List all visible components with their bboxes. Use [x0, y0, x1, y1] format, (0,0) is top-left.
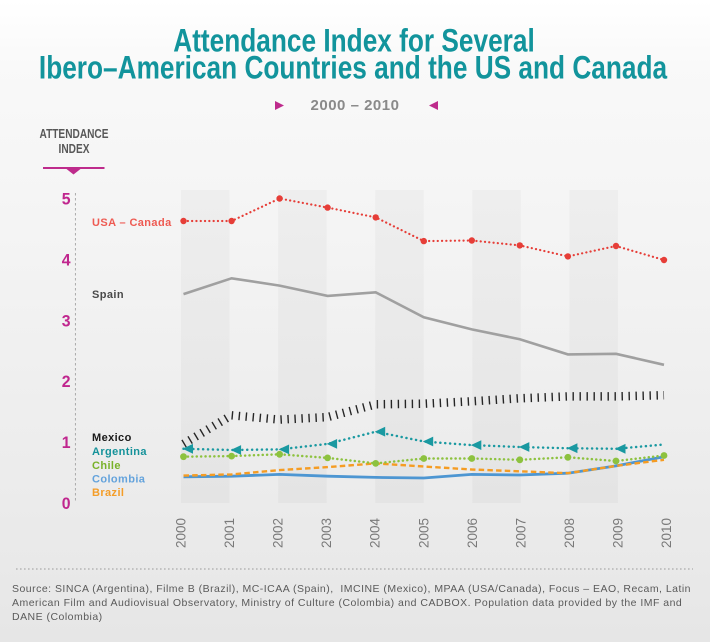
svg-text:Argentina: Argentina: [92, 446, 147, 458]
svg-text:2000: 2000: [174, 518, 189, 548]
svg-text:2008: 2008: [562, 518, 577, 548]
svg-text:2009: 2009: [611, 518, 626, 548]
svg-text:Brazil: Brazil: [92, 487, 124, 499]
svg-text:2004: 2004: [368, 517, 383, 548]
svg-text:Chile: Chile: [92, 460, 121, 472]
svg-text:2001: 2001: [222, 518, 237, 548]
svg-text:3: 3: [62, 312, 71, 331]
svg-text:DANE (Colombia): DANE (Colombia): [12, 611, 103, 623]
svg-text:Source: SINCA (Argentina), Fil: Source: SINCA (Argentina), Filme B (Braz…: [12, 583, 691, 595]
svg-text:American Film and Audiovisual: American Film and Audiovisual Observator…: [12, 597, 682, 609]
svg-text:2006: 2006: [465, 518, 480, 548]
svg-text:Colombia: Colombia: [92, 474, 146, 486]
svg-text:1: 1: [62, 434, 71, 453]
svg-text:2002: 2002: [271, 518, 286, 548]
svg-text:Mexico: Mexico: [92, 432, 132, 444]
svg-text:Spain: Spain: [92, 289, 124, 301]
svg-text:2000 – 2010: 2000 – 2010: [311, 97, 400, 114]
svg-text:5: 5: [62, 190, 71, 209]
svg-text:Attendance Index for Several: Attendance Index for Several: [173, 24, 535, 59]
svg-text:2: 2: [62, 373, 71, 392]
svg-text:INDEX: INDEX: [59, 142, 90, 156]
svg-text:USA – Canada: USA – Canada: [92, 217, 172, 229]
svg-text:Ibero–American Countries and t: Ibero–American Countries and the US and …: [39, 51, 668, 86]
svg-text:4: 4: [62, 251, 72, 270]
svg-text:2007: 2007: [513, 518, 528, 548]
svg-text:2005: 2005: [416, 518, 431, 548]
svg-text:ATTENDANCE: ATTENDANCE: [40, 127, 109, 141]
svg-text:2003: 2003: [319, 518, 334, 548]
svg-text:2010: 2010: [659, 518, 674, 548]
svg-text:0: 0: [62, 495, 71, 514]
